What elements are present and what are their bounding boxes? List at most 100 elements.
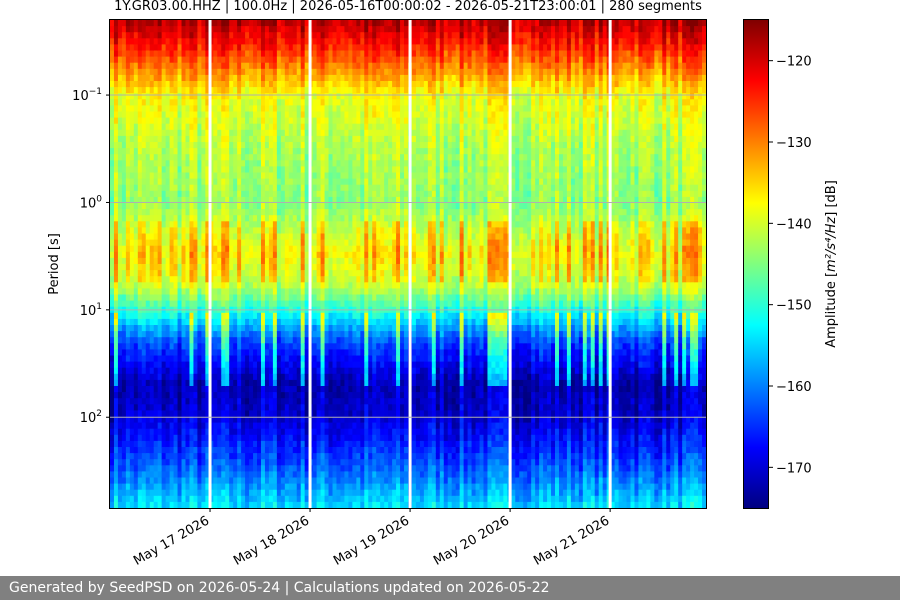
heatmap-cell — [113, 148, 119, 155]
heatmap-cell — [284, 245, 290, 253]
heatmap-cell — [149, 81, 155, 88]
heatmap-cell — [320, 392, 326, 399]
heatmap-cell — [217, 203, 222, 210]
heatmap-cell — [157, 416, 163, 424]
heatmap-cell — [197, 300, 202, 308]
heatmap-cell — [133, 117, 139, 125]
heatmap-cell — [328, 410, 334, 418]
heatmap-cell — [165, 44, 171, 52]
heatmap-cell — [221, 270, 226, 277]
heatmap-cell — [268, 440, 274, 448]
heatmap-cell — [149, 38, 155, 45]
heatmap-cell — [221, 245, 226, 253]
heatmap-cell — [213, 416, 218, 424]
heatmap-cell — [284, 416, 290, 424]
heatmap-cell — [316, 166, 322, 174]
heatmap-cell — [245, 209, 250, 216]
heatmap-cell — [145, 44, 151, 52]
heatmap-cell — [181, 349, 187, 357]
heatmap-cell — [332, 367, 338, 375]
heatmap-cell — [344, 87, 349, 94]
heatmap-cell — [181, 325, 187, 332]
heatmap-cell — [133, 459, 139, 466]
heatmap-cell — [181, 270, 187, 277]
heatmap-cell — [209, 325, 214, 332]
heatmap-cell — [157, 270, 163, 277]
heatmap-cell — [221, 276, 226, 283]
heatmap-cell — [173, 483, 179, 491]
heatmap-cell — [157, 38, 163, 45]
heatmap-cell — [213, 196, 218, 204]
heatmap-cell — [276, 50, 282, 58]
heatmap-cell — [217, 282, 222, 289]
heatmap-cell — [117, 361, 123, 369]
heatmap-cell — [233, 32, 238, 39]
heatmap-cell — [257, 50, 262, 58]
heatmap-cell — [344, 129, 349, 137]
heatmap-cell — [129, 373, 135, 381]
heatmap-cell — [296, 105, 302, 113]
heatmap-cell — [217, 257, 222, 265]
heatmap-cell — [113, 495, 119, 503]
heatmap-cell — [340, 111, 346, 119]
heatmap-cell — [141, 239, 147, 247]
heatmap-cell — [205, 483, 210, 491]
heatmap-cell — [209, 373, 214, 381]
heatmap-cell — [336, 32, 342, 39]
heatmap-cell — [157, 215, 163, 222]
heatmap-cell — [169, 386, 175, 393]
heatmap-cell — [213, 386, 218, 393]
heatmap-cell — [217, 325, 222, 332]
heatmap-cell — [253, 142, 258, 149]
heatmap-cell — [149, 440, 155, 448]
heatmap-cell — [237, 447, 242, 454]
heatmap-cell — [336, 160, 342, 167]
heatmap-cell — [296, 337, 302, 344]
heatmap-cell — [121, 203, 127, 210]
heatmap-cell — [189, 434, 195, 442]
heatmap-cell — [201, 99, 206, 106]
heatmap-cell — [149, 276, 155, 283]
heatmap-cell — [197, 257, 202, 265]
heatmap-cell — [260, 227, 266, 235]
heatmap-cell — [209, 239, 214, 247]
heatmap-cell — [276, 215, 282, 222]
heatmap-cell — [260, 184, 266, 192]
heatmap-cell — [233, 154, 238, 161]
heatmap-cell — [221, 148, 226, 155]
heatmap-cell — [320, 117, 326, 125]
heatmap-cell — [225, 483, 230, 491]
heatmap-cell — [149, 312, 155, 320]
heatmap-cell — [268, 62, 274, 70]
heatmap-cell — [225, 203, 230, 210]
heatmap-cell — [213, 404, 218, 411]
heatmap-cell — [257, 398, 262, 405]
heatmap-cell — [304, 38, 310, 45]
heatmap-cell — [316, 355, 322, 363]
heatmap-cell — [344, 135, 349, 143]
heatmap-cell — [253, 166, 258, 174]
heatmap-cell — [149, 318, 155, 326]
heatmap-cell — [304, 331, 310, 338]
heatmap-cell — [324, 135, 330, 143]
heatmap-cell — [316, 117, 322, 125]
heatmap-cell — [237, 117, 242, 125]
heatmap-cell — [217, 190, 222, 198]
heatmap-cell — [197, 270, 202, 277]
heatmap-cell — [304, 160, 310, 167]
heatmap-cell — [237, 337, 242, 344]
heatmap-cell — [284, 392, 290, 399]
heatmap-cell — [129, 257, 135, 265]
heatmap-cell — [221, 129, 226, 137]
heatmap-cell — [181, 404, 187, 411]
heatmap-cell — [253, 373, 258, 381]
heatmap-cell — [257, 148, 262, 155]
heatmap-cell — [113, 434, 119, 442]
heatmap-cell — [237, 26, 242, 33]
heatmap-cell — [197, 160, 202, 167]
heatmap-cell — [312, 50, 318, 58]
heatmap-cell — [110, 489, 115, 497]
heatmap-cell — [141, 337, 147, 344]
heatmap-cell — [189, 325, 195, 332]
heatmap-cell — [272, 434, 278, 442]
